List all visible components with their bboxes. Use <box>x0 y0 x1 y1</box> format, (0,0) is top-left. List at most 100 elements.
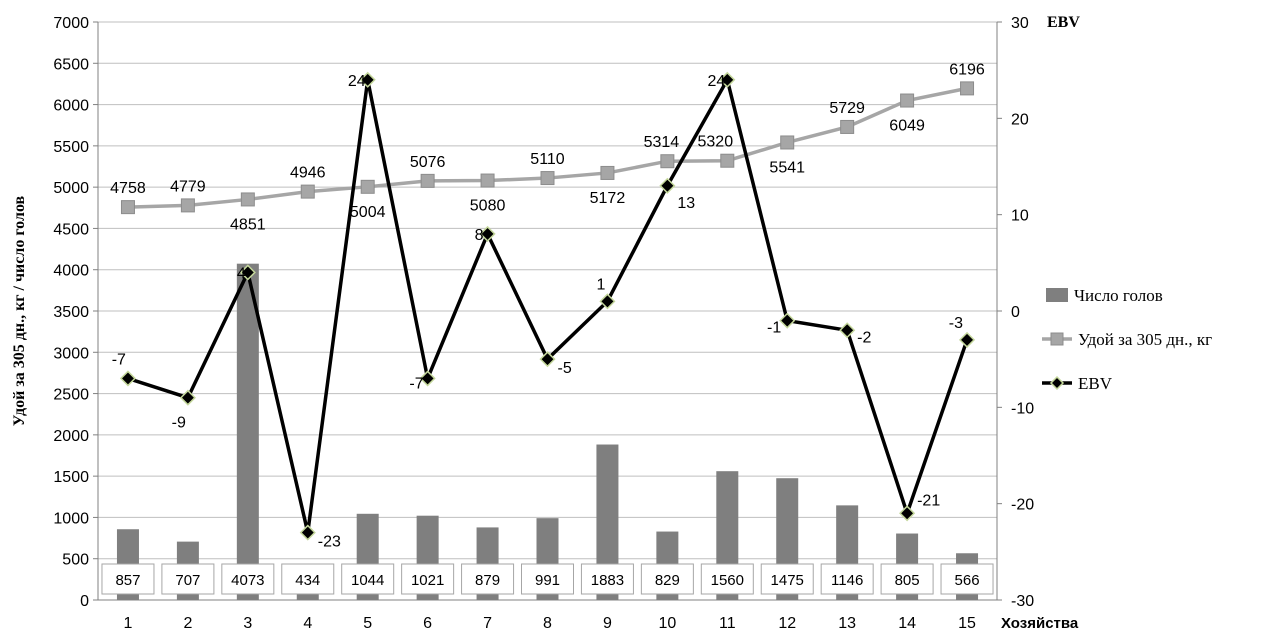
ebv-marker <box>239 264 256 281</box>
ebv-label: -2 <box>857 329 871 346</box>
bar-label-box <box>640 563 694 595</box>
ebv-label: 1 <box>597 276 606 293</box>
ebv-marker <box>719 71 736 88</box>
x-tick-label: 9 <box>603 615 612 632</box>
bar-label-box <box>401 563 455 595</box>
bar-data-label: 1021 <box>411 572 444 589</box>
left-tick-label: 500 <box>62 552 89 569</box>
x-tick-label: 7 <box>483 615 492 632</box>
milk-yield-marker <box>960 81 975 96</box>
milk-yield-marker <box>180 198 195 213</box>
bar-label-box <box>101 563 155 595</box>
left-tick-label: 6500 <box>53 56 89 73</box>
bar-data-label: 1146 <box>831 572 863 589</box>
right-tick-label: 20 <box>1011 111 1029 128</box>
bar-label-box <box>820 563 874 595</box>
left-tick-label: 4000 <box>53 263 89 280</box>
milk-yield-label: 4779 <box>170 178 206 195</box>
x-tick-label: 14 <box>898 615 916 632</box>
bar-data-label: 707 <box>175 572 200 589</box>
ebv-marker <box>359 71 376 88</box>
axes: 0 500 1000 1500 2000 2500 3000 3500 4000 4500 5000… <box>11 14 1080 632</box>
x-tick-label: 4 <box>303 615 312 632</box>
x-tick-label: 12 <box>778 615 796 632</box>
ebv-marker <box>179 389 196 406</box>
milk-yield-marker <box>240 192 255 207</box>
right-tick-label: 10 <box>1011 208 1029 225</box>
ebv-marker <box>839 322 856 339</box>
y2-axis-title: EBV <box>1047 14 1080 31</box>
bar-data-label: 879 <box>475 572 500 589</box>
ebv-marker <box>958 331 976 348</box>
right-tick-label: -30 <box>1011 593 1034 610</box>
x-tick-label: 5 <box>363 615 372 632</box>
left-tick-label: 1000 <box>53 510 89 527</box>
milk-yield-marker <box>600 165 615 180</box>
milk-yield-label: 5080 <box>470 198 506 215</box>
bar-data-label: 566 <box>955 572 980 589</box>
milk-yield-marker <box>300 184 315 199</box>
bar-data-label: 4073 <box>231 572 264 589</box>
milk-yield-marker <box>660 154 675 169</box>
bar-label-box <box>760 563 814 595</box>
milk-yield-label: 5004 <box>350 204 386 221</box>
ebv-label: 13 <box>677 195 695 212</box>
ebv-label: -21 <box>917 492 940 509</box>
ebv-label: -3 <box>949 315 963 332</box>
left-tick-label: 6000 <box>53 98 89 115</box>
bar-label-box <box>461 563 515 595</box>
left-tick-label: 3500 <box>53 304 89 321</box>
legend: Число голов Удой за 305 дн., кг EBV <box>1042 286 1212 393</box>
bar-data-label: 805 <box>895 572 920 589</box>
bar-data-label: 857 <box>115 572 140 589</box>
left-tick-label: 2500 <box>53 387 89 404</box>
bar-label-box <box>880 563 934 595</box>
x-tick-label: 1 <box>124 615 133 632</box>
bar-label-box <box>521 563 574 595</box>
ebv-label: 24 <box>708 73 726 90</box>
bar-data-label: 434 <box>295 572 320 589</box>
milk-yield-series: 4758 4779 4851 4946 5004 5076 5080 5110 5172 5314… <box>110 61 985 233</box>
x-tick-label: 6 <box>423 615 432 632</box>
x-tick-label: 13 <box>838 615 856 632</box>
milk-yield-marker <box>720 153 735 168</box>
legend-marker-milk <box>1050 332 1064 346</box>
legend-swatch-bars <box>1046 288 1068 302</box>
milk-yield-marker <box>480 173 495 188</box>
bar-data-label: 1044 <box>351 572 384 589</box>
milk-yield-label: 6049 <box>889 118 925 135</box>
ebv-marker <box>419 370 436 387</box>
milk-yield-marker <box>840 119 855 134</box>
bar-label-box <box>341 563 395 595</box>
ebv-label: -9 <box>172 415 186 432</box>
milk-yield-label: 5320 <box>698 134 734 151</box>
bar-label-box <box>580 563 634 595</box>
milk-yield-label: 5172 <box>590 190 626 207</box>
bar-data-label: 829 <box>655 572 680 589</box>
bar <box>236 263 259 600</box>
milk-yield-marker <box>120 200 135 215</box>
ebv-label: 8 <box>475 227 484 244</box>
left-tick-label: 1500 <box>53 469 89 486</box>
milk-yield-label: 5076 <box>410 154 446 171</box>
milk-yield-label: 5110 <box>530 151 565 168</box>
x-tick-label: 10 <box>658 615 676 632</box>
ebv-marker <box>539 351 556 368</box>
milk-yield-label: 5729 <box>829 100 865 117</box>
x-axis-title: Хозяйства <box>1001 615 1079 632</box>
right-tick-label: -20 <box>1011 497 1034 514</box>
legend-label-bars: Число голов <box>1074 286 1163 305</box>
bar-data-label: 991 <box>535 572 560 589</box>
bar-label-box <box>281 563 335 595</box>
milk-yield-marker <box>540 171 555 186</box>
ebv-label: -7 <box>112 351 126 368</box>
left-tick-label: 7000 <box>53 15 89 32</box>
bar-label-box <box>221 563 275 595</box>
bar-series <box>116 263 979 600</box>
x-tick-label: 8 <box>543 615 552 632</box>
milk-yield-marker <box>420 173 435 188</box>
milk-yield-marker <box>360 179 375 194</box>
milk-yield-label: 5541 <box>769 159 805 176</box>
bar-data-label: 1883 <box>591 572 624 589</box>
